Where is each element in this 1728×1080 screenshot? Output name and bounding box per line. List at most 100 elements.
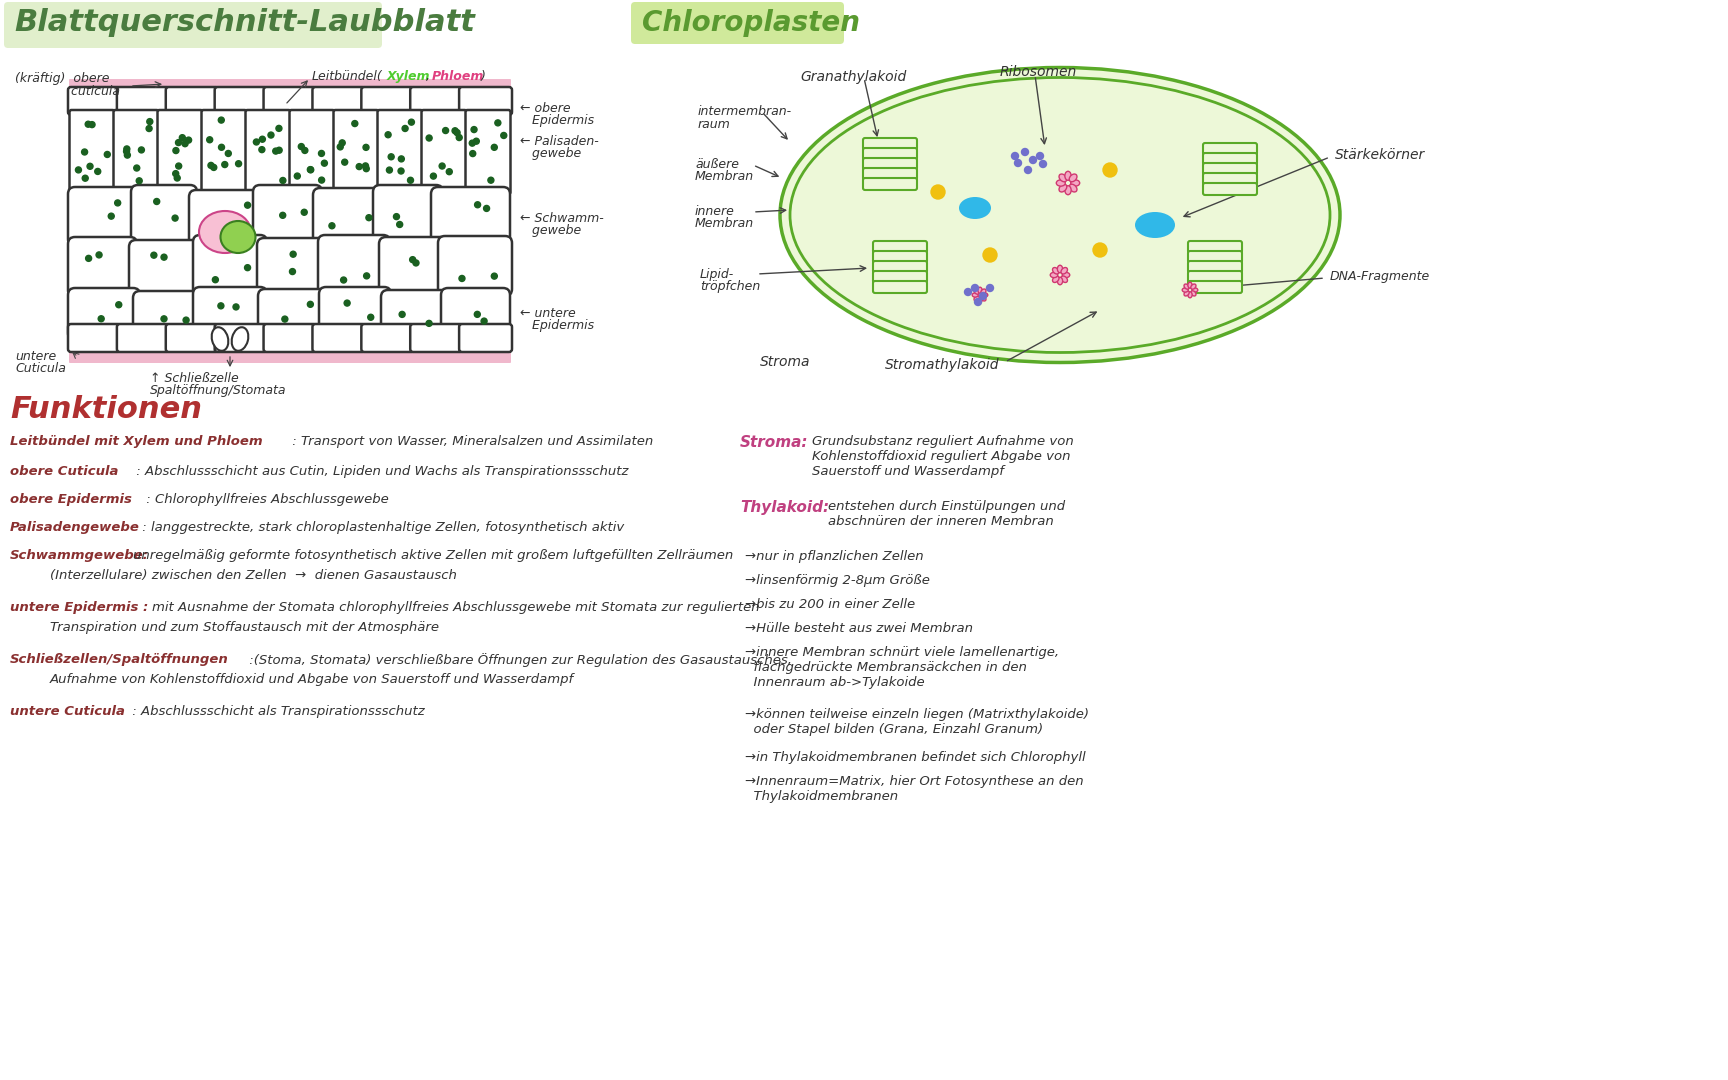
FancyBboxPatch shape <box>465 110 510 194</box>
Circle shape <box>971 284 978 292</box>
Circle shape <box>339 139 346 146</box>
Text: →können teilweise einzeln liegen (Matrixthylakoide)
  oder Stapel bilden (Grana,: →können teilweise einzeln liegen (Matrix… <box>745 708 1089 735</box>
Circle shape <box>98 315 104 322</box>
Ellipse shape <box>1061 276 1068 283</box>
Ellipse shape <box>1070 185 1077 192</box>
FancyBboxPatch shape <box>1189 251 1242 264</box>
FancyBboxPatch shape <box>380 291 451 340</box>
Circle shape <box>221 162 228 167</box>
Circle shape <box>218 117 225 123</box>
Text: Lipid-: Lipid- <box>700 268 734 281</box>
Circle shape <box>473 138 479 145</box>
Ellipse shape <box>959 197 990 219</box>
Text: Granathylakoid: Granathylakoid <box>800 70 905 84</box>
Ellipse shape <box>1184 284 1189 289</box>
Ellipse shape <box>1052 268 1059 274</box>
FancyBboxPatch shape <box>862 148 918 160</box>
FancyBboxPatch shape <box>378 237 449 296</box>
Circle shape <box>308 166 313 173</box>
FancyBboxPatch shape <box>873 241 926 253</box>
Circle shape <box>340 276 347 283</box>
Text: gewebe: gewebe <box>520 147 581 160</box>
FancyBboxPatch shape <box>214 87 268 114</box>
FancyBboxPatch shape <box>131 185 197 247</box>
FancyBboxPatch shape <box>257 238 327 297</box>
FancyBboxPatch shape <box>67 87 121 114</box>
FancyBboxPatch shape <box>318 235 391 296</box>
Circle shape <box>276 147 282 153</box>
Text: obere Cuticula: obere Cuticula <box>10 465 119 478</box>
Circle shape <box>356 163 363 170</box>
FancyBboxPatch shape <box>290 110 335 194</box>
Text: ← Schwamm-: ← Schwamm- <box>520 212 603 225</box>
Ellipse shape <box>973 293 978 297</box>
Circle shape <box>983 248 997 262</box>
Circle shape <box>344 300 351 306</box>
FancyBboxPatch shape <box>430 187 510 246</box>
Circle shape <box>290 252 295 257</box>
FancyBboxPatch shape <box>214 324 268 352</box>
Ellipse shape <box>1056 180 1064 186</box>
Ellipse shape <box>1187 292 1192 298</box>
FancyBboxPatch shape <box>873 251 926 264</box>
Ellipse shape <box>199 211 251 253</box>
Text: obere Epidermis: obere Epidermis <box>10 492 131 507</box>
Circle shape <box>1011 152 1018 160</box>
Circle shape <box>85 121 92 127</box>
Ellipse shape <box>1059 185 1066 192</box>
FancyBboxPatch shape <box>862 138 918 150</box>
Text: Blattquerschnitt-Laubblatt: Blattquerschnitt-Laubblatt <box>14 8 475 37</box>
FancyBboxPatch shape <box>441 288 510 340</box>
Circle shape <box>987 284 994 292</box>
Ellipse shape <box>221 221 256 253</box>
Circle shape <box>124 148 130 154</box>
Ellipse shape <box>1058 266 1063 273</box>
FancyBboxPatch shape <box>862 178 918 190</box>
Text: Stroma: Stroma <box>760 355 810 369</box>
Text: Epidermis: Epidermis <box>520 114 594 127</box>
FancyBboxPatch shape <box>114 110 159 194</box>
Circle shape <box>273 148 278 154</box>
Circle shape <box>439 163 446 170</box>
Ellipse shape <box>211 327 228 351</box>
Circle shape <box>294 173 301 179</box>
Text: innere: innere <box>695 205 734 218</box>
FancyBboxPatch shape <box>67 187 140 246</box>
Circle shape <box>76 167 81 173</box>
Circle shape <box>109 213 114 219</box>
Circle shape <box>161 254 168 260</box>
Ellipse shape <box>1061 268 1068 274</box>
Text: Chloroplasten: Chloroplasten <box>643 9 861 37</box>
Circle shape <box>413 260 418 266</box>
Circle shape <box>176 163 181 170</box>
Ellipse shape <box>1059 174 1066 181</box>
Circle shape <box>181 140 188 147</box>
Circle shape <box>86 255 92 261</box>
Ellipse shape <box>982 293 988 297</box>
Circle shape <box>259 136 266 143</box>
Circle shape <box>491 273 498 279</box>
Ellipse shape <box>1135 212 1175 238</box>
FancyBboxPatch shape <box>202 110 247 194</box>
Text: Schließzellen/Spaltöffnungen: Schließzellen/Spaltöffnungen <box>10 653 228 666</box>
FancyBboxPatch shape <box>67 237 137 297</box>
Circle shape <box>491 145 498 150</box>
Circle shape <box>218 302 225 309</box>
Circle shape <box>83 175 88 181</box>
Circle shape <box>161 315 168 322</box>
Circle shape <box>213 276 218 283</box>
Circle shape <box>318 150 325 157</box>
Circle shape <box>308 166 314 173</box>
Text: Ribosomen: Ribosomen <box>1001 65 1077 79</box>
FancyBboxPatch shape <box>118 87 169 114</box>
Circle shape <box>931 185 945 199</box>
Text: : langgestreckte, stark chloroplastenhaltige Zellen, fotosynthetisch aktiv: : langgestreckte, stark chloroplastenhal… <box>138 521 624 534</box>
FancyBboxPatch shape <box>264 87 316 114</box>
Circle shape <box>290 269 295 274</box>
Circle shape <box>218 145 225 150</box>
Circle shape <box>1094 243 1108 257</box>
Ellipse shape <box>1063 272 1070 278</box>
Circle shape <box>207 162 214 168</box>
Circle shape <box>408 177 413 184</box>
Text: Spaltöffnung/Stomata: Spaltöffnung/Stomata <box>150 384 287 397</box>
